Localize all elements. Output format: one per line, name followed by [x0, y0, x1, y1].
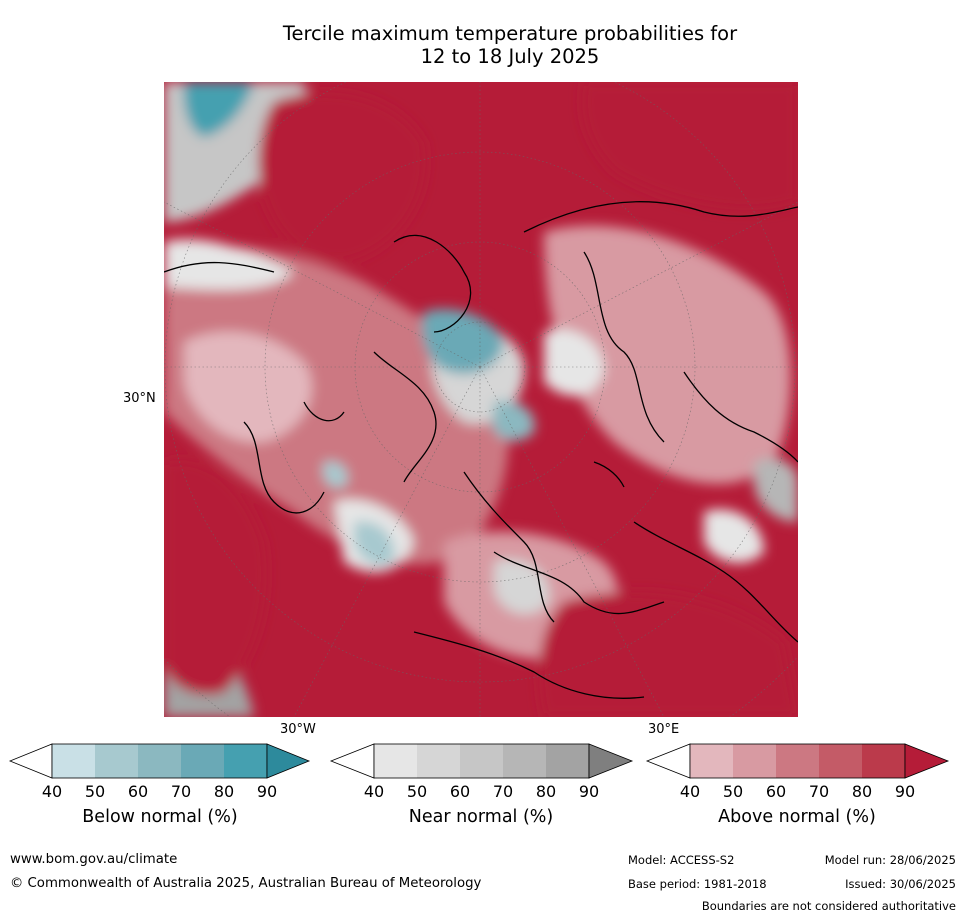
map-canvas [164, 82, 798, 717]
model-name: Model: ACCESS-S2 [628, 853, 735, 867]
colorbar-above-normal [645, 743, 950, 779]
issued-date: Issued: 30/06/2025 [845, 877, 956, 891]
boundaries-disclaimer: Boundaries are not considered authoritat… [701, 899, 956, 913]
colorbar-extend-high [904, 743, 950, 779]
colorbar-tick-label: 50 [84, 782, 106, 801]
longitude-label-east: 30°E [648, 722, 680, 737]
latitude-label: 30°N [123, 391, 156, 406]
colorbar-extend-high [588, 743, 634, 779]
colorbar-tick-label: 70 [492, 782, 514, 801]
colorbar-extend-low [8, 743, 53, 779]
colorbar-segment [417, 744, 460, 778]
coastlines [164, 200, 798, 699]
copyright-notice: © Commonwealth of Australia 2025, Austra… [10, 876, 482, 891]
colorbar-segment [690, 744, 733, 778]
colorbar-segment [862, 744, 905, 778]
colorbar-segment [52, 744, 95, 778]
colorbar-segment [733, 744, 776, 778]
colorbar-tick-label: 40 [679, 782, 701, 801]
colorbar-above-normal-label: Above normal (%) [718, 807, 876, 827]
colorbar-tick-label: 50 [406, 782, 428, 801]
colorbar-near-normal-swatches [329, 743, 634, 779]
colorbar-below-normal [8, 743, 311, 779]
graticule [164, 82, 798, 717]
longitude-label-west: 30°W [280, 722, 316, 737]
title-line-1: Tercile maximum temperature probabilitie… [282, 22, 738, 45]
colorbar-segment [95, 744, 138, 778]
colorbar-tick-label: 80 [213, 782, 235, 801]
colorbar-tick-label: 60 [127, 782, 149, 801]
colorbar-tick-label: 40 [363, 782, 385, 801]
colorbar-tick-label: 90 [894, 782, 916, 801]
forecast-map [164, 82, 798, 717]
title-line-2: 12 to 18 July 2025 [420, 45, 600, 68]
colorbar-extend-low [645, 743, 691, 779]
colorbar-extend-low [329, 743, 375, 779]
colorbar-segment [546, 744, 589, 778]
colorbar-segment [503, 744, 546, 778]
colorbar-tick-label: 60 [449, 782, 471, 801]
colorbar-segment [776, 744, 819, 778]
colorbar-tick-label: 50 [722, 782, 744, 801]
probability-fields [164, 82, 798, 717]
colorbar-tick-label: 80 [535, 782, 557, 801]
colorbar-tick-label: 40 [41, 782, 63, 801]
colorbar-segment [224, 744, 267, 778]
colorbar-extend-high [266, 743, 311, 779]
colorbar-tick-label: 80 [851, 782, 873, 801]
colorbar-tick-label: 90 [578, 782, 600, 801]
colorbar-tick-label: 70 [808, 782, 830, 801]
base-period: Base period: 1981-2018 [628, 877, 767, 891]
colorbar-below-normal-label: Below normal (%) [82, 807, 238, 827]
map-title: Tercile maximum temperature probabilitie… [160, 22, 860, 68]
colorbar-near-normal-label: Near normal (%) [408, 807, 554, 827]
colorbar-segment [460, 744, 503, 778]
colorbar-segment [181, 744, 224, 778]
colorbar-tick-label: 90 [256, 782, 278, 801]
colorbar-tick-label: 60 [765, 782, 787, 801]
model-run-date: Model run: 28/06/2025 [824, 853, 956, 867]
colorbar-below-normal-swatches [8, 743, 311, 779]
colorbar-segment [138, 744, 181, 778]
colorbar-tick-label: 70 [170, 782, 192, 801]
colorbar-segment [819, 744, 862, 778]
colorbar-above-normal-swatches [645, 743, 950, 779]
website-link[interactable]: www.bom.gov.au/climate [10, 852, 178, 867]
colorbar-near-normal [329, 743, 634, 779]
colorbar-segment [374, 744, 417, 778]
